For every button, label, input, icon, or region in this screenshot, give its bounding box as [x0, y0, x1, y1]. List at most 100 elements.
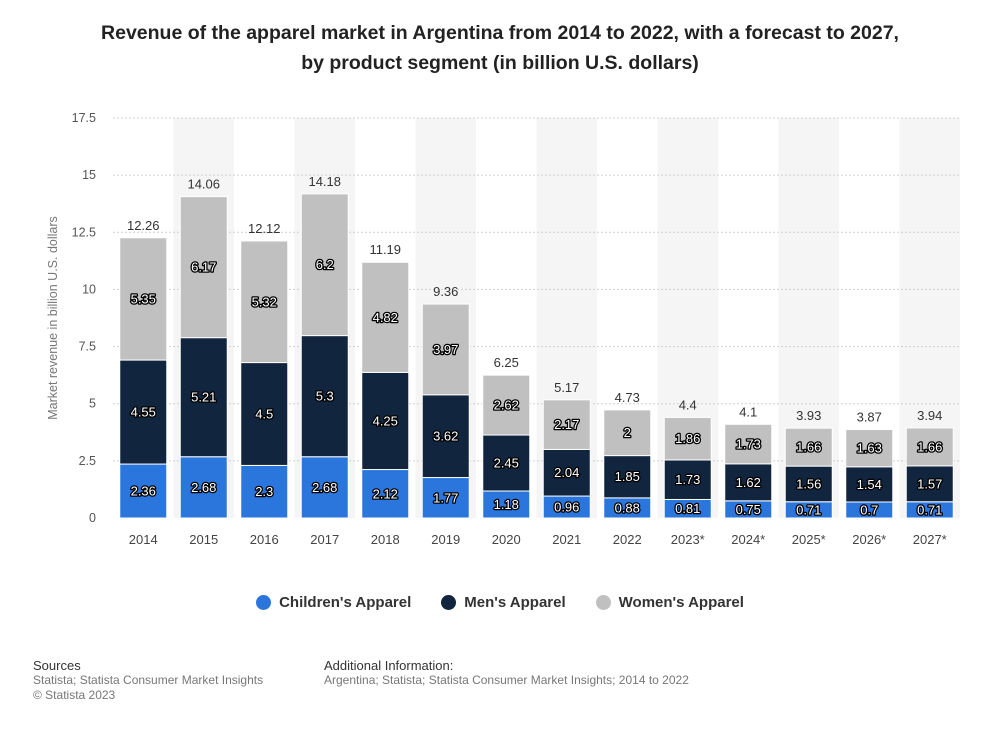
total-label: 12.12 [248, 221, 281, 236]
data-label-childrens-apparel: 0.81 [675, 501, 700, 516]
data-label-womens-apparel: 1.63 [857, 441, 882, 456]
bar-segment-mens-apparel [240, 362, 289, 466]
data-label-mens-apparel: 3.62 [433, 429, 458, 444]
data-label-mens-apparel: 2.45 [494, 456, 519, 471]
total-label: 3.94 [917, 408, 942, 423]
data-label-mens-apparel: 4.25 [373, 413, 398, 428]
data-label-womens-apparel: 2.17 [554, 417, 579, 432]
data-label-womens-apparel: 1.66 [917, 439, 942, 454]
legend-label-womens-apparel: Women's Apparel [618, 594, 744, 611]
data-label-womens-apparel: 3.97 [433, 342, 458, 357]
legend-item-mens-apparel[interactable]: Men's Apparel [441, 594, 566, 611]
copyright-text: © Statista 2023 [33, 688, 116, 702]
data-label-mens-apparel: 1.62 [736, 475, 761, 490]
legend-item-womens-apparel[interactable]: Women's Apparel [595, 594, 744, 611]
bar-segment-mens-apparel [179, 337, 228, 458]
x-tick-label: 2026* [852, 532, 886, 547]
data-label-childrens-apparel: 2.36 [131, 484, 156, 499]
data-label-childrens-apparel: 0.71 [917, 502, 942, 517]
bar-segment-womens-apparel [421, 303, 470, 396]
y-tick-label: 0 [89, 511, 96, 525]
x-tick-label: 2016 [250, 532, 279, 547]
data-label-mens-apparel: 1.57 [917, 476, 942, 491]
bar-segment-womens-apparel [240, 240, 289, 364]
total-label: 3.87 [857, 410, 882, 425]
x-tick-label: 2023* [671, 532, 705, 547]
bar-segment-childrens-apparel [361, 469, 410, 519]
x-tick-label: 2017 [310, 532, 339, 547]
data-label-childrens-apparel: 1.77 [433, 490, 458, 505]
bar-segment-mens-apparel [663, 459, 712, 500]
bar-segment-mens-apparel [724, 463, 773, 502]
x-tick-label: 2027* [913, 532, 947, 547]
bar-segment-womens-apparel [784, 427, 833, 467]
x-tick-label: 2022 [613, 532, 642, 547]
chart-title-line-2: by product segment (in billion U.S. doll… [301, 52, 699, 74]
bar-segment-womens-apparel [724, 423, 773, 465]
x-tick-label: 2025* [792, 532, 826, 547]
data-label-womens-apparel: 1.73 [736, 437, 761, 452]
data-label-womens-apparel: 5.32 [252, 294, 277, 309]
legend-item-childrens-apparel[interactable]: Children's Apparel [256, 594, 411, 611]
chart-legend: Children's Apparel Men's Apparel Women's… [0, 594, 1000, 611]
total-label: 14.18 [308, 174, 341, 189]
total-label: 4.1 [739, 404, 757, 419]
legend-label-mens-apparel: Men's Apparel [464, 594, 566, 611]
data-label-mens-apparel: 1.56 [796, 476, 821, 491]
data-label-mens-apparel: 1.54 [857, 477, 882, 492]
stacked-bar-chart: 0 2.5 5 7.5 10 12.5 15 17.5 Market revenue in bi… [46, 111, 960, 547]
bar-segment-mens-apparel [482, 434, 531, 492]
chart-title: Revenue of the apparel market in Argenti… [40, 18, 960, 78]
total-label: 9.36 [433, 284, 458, 299]
data-label-childrens-apparel: 0.71 [796, 502, 821, 517]
bar-segment-childrens-apparel [300, 456, 349, 519]
sources-heading: Sources [33, 658, 81, 673]
legend-swatch-womens-apparel [595, 595, 611, 610]
additional-info-text: Argentina; Statista; Statista Consumer M… [324, 673, 689, 687]
chart-title-line-1: Revenue of the apparel market in Argenti… [101, 22, 899, 44]
legend-label-childrens-apparel: Children's Apparel [279, 594, 412, 611]
data-label-mens-apparel: 5.3 [316, 389, 334, 404]
bar-segment-womens-apparel [845, 429, 894, 468]
total-label: 4.73 [615, 390, 640, 405]
y-tick-label: 5 [89, 397, 96, 411]
sources-text: Statista; Statista Consumer Market Insig… [33, 673, 264, 687]
x-tick-label: 2015 [189, 532, 218, 547]
bar-segment-womens-apparel [179, 196, 228, 339]
data-label-childrens-apparel: 0.75 [736, 502, 761, 517]
bar-segment-mens-apparel [542, 448, 591, 497]
data-label-childrens-apparel: 1.18 [494, 497, 519, 512]
additional-info-heading: Additional Information: [324, 658, 454, 673]
total-label: 14.06 [187, 177, 220, 192]
y-tick-label: 12.5 [72, 225, 96, 239]
y-tick-label: 10 [82, 282, 96, 296]
data-label-mens-apparel: 1.73 [675, 472, 700, 487]
bar-segment-childrens-apparel [421, 477, 470, 519]
bar-segment-womens-apparel [361, 261, 410, 373]
bar-segment-womens-apparel [603, 409, 652, 457]
data-label-mens-apparel: 4.5 [255, 407, 273, 422]
x-tick-label: 2018 [371, 532, 400, 547]
total-label: 12.26 [127, 218, 160, 233]
data-label-womens-apparel: 6.17 [191, 260, 216, 275]
data-label-mens-apparel: 4.55 [131, 405, 156, 420]
bar-segment-mens-apparel [784, 465, 833, 503]
bar-segment-mens-apparel [300, 335, 349, 458]
total-label: 11.19 [369, 242, 401, 257]
data-label-womens-apparel: 6.2 [316, 257, 334, 272]
bar-segment-womens-apparel [119, 237, 168, 361]
bar-segment-womens-apparel [300, 193, 349, 337]
x-tick-label: 2014 [129, 532, 158, 547]
data-label-womens-apparel: 4.82 [373, 310, 398, 325]
bar-segment-womens-apparel [542, 399, 591, 450]
data-label-womens-apparel: 5.35 [131, 291, 156, 306]
y-axis-title: Market revenue in billion U.S. dollars [46, 216, 60, 420]
y-tick-label: 7.5 [79, 340, 96, 354]
bar-segment-womens-apparel [663, 416, 712, 461]
x-tick-label: 2024* [731, 532, 765, 547]
data-label-womens-apparel: 1.86 [675, 431, 700, 446]
total-label: 5.17 [554, 380, 579, 395]
data-label-childrens-apparel: 0.7 [860, 503, 878, 518]
legend-swatch-childrens-apparel [256, 595, 272, 610]
bar-segment-childrens-apparel [240, 464, 289, 519]
